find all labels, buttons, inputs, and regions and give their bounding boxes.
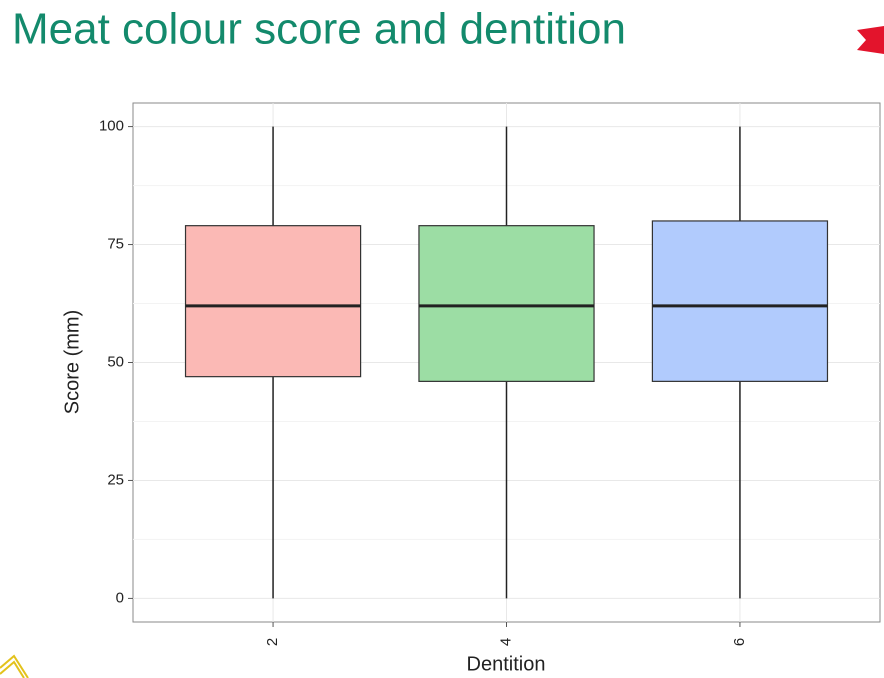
- y-tick-label: 50: [107, 353, 124, 370]
- y-tick-label: 75: [107, 236, 124, 253]
- x-tick-label: 6: [731, 638, 748, 646]
- y-tick-label: 100: [99, 118, 124, 135]
- box: [418, 225, 595, 382]
- y-tick-label: 25: [107, 471, 124, 488]
- x-tick-label: 2: [264, 638, 281, 646]
- box: [651, 220, 829, 382]
- logo-fragment: [857, 26, 884, 54]
- x-tick-label: 4: [497, 638, 514, 646]
- slide-title: Meat colour score and dentition: [12, 5, 626, 54]
- y-axis-label: Score (mm): [61, 310, 83, 414]
- box: [184, 225, 362, 378]
- y-tick-label: 0: [116, 589, 124, 606]
- logo-fragment: [0, 654, 29, 678]
- x-axis-label: Dentition: [467, 653, 546, 675]
